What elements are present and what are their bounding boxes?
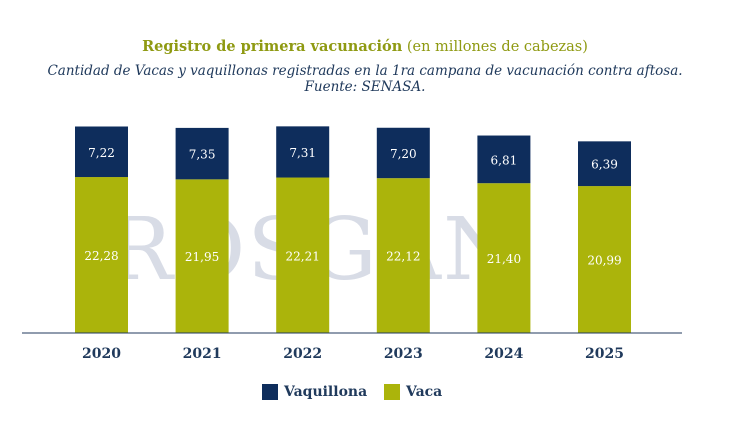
bar-vaquillona-2020 <box>75 126 128 178</box>
data-label-vaca-2024: 21,40 <box>487 252 521 266</box>
bar-vaca-2020 <box>75 177 128 333</box>
legend-label-vaca: Vaca <box>406 384 443 400</box>
data-label-vaca-2023: 22,12 <box>386 250 420 264</box>
chart-title-bold: Registro de primera vacunación <box>142 38 403 55</box>
data-label-vaquillona-2021: 7,35 <box>189 148 216 162</box>
bar-vaca-2021 <box>175 179 229 333</box>
data-label-vaquillona-2022: 7,31 <box>289 146 316 160</box>
bar-vaca-2024 <box>477 183 531 333</box>
data-label-vaca-2020: 22,28 <box>84 249 118 263</box>
chart-subtitle: Cantidad de Vacas y vaquillonas registra… <box>0 63 730 95</box>
stacked-bar-chart: 22,28 7,22 2020 21,95 7,35 2021 22,21 7,31 2022 2… <box>22 126 682 362</box>
legend-label-vaquillona: Vaquillona <box>284 384 368 400</box>
bar-vaquillona-2022 <box>276 126 330 178</box>
chart-title-unit: (en millones de cabezas) <box>406 39 588 55</box>
data-label-vaquillona-2023: 7,20 <box>390 147 417 161</box>
data-label-vaca-2022: 22,21 <box>286 249 320 263</box>
x-tick-label-2020: 2020 <box>82 346 121 362</box>
bar-vaca-2023 <box>376 178 430 333</box>
subtitle-line-2: Fuente: SENASA. <box>304 79 426 95</box>
bar-vaca-2022 <box>276 177 330 333</box>
bar-vaca-2025 <box>578 186 631 333</box>
legend-swatch-vaca <box>384 384 400 400</box>
x-tick-label-2024: 2024 <box>484 346 523 362</box>
chart-title: Registro de primera vacunación (en millo… <box>0 38 730 55</box>
bar-vaquillona-2025 <box>578 141 631 187</box>
data-label-vaca-2021: 21,95 <box>185 250 219 264</box>
legend-item-vaquillona: Vaquillona <box>262 384 367 400</box>
legend-swatch-vaquillona <box>262 384 278 400</box>
data-label-vaquillona-2025: 6,39 <box>591 158 618 172</box>
legend-item-vaca: Vaca <box>384 384 442 400</box>
data-label-vaca-2025: 20,99 <box>587 254 621 268</box>
x-tick-label-2023: 2023 <box>384 346 423 362</box>
bar-vaquillona-2024 <box>477 135 531 184</box>
x-tick-label-2021: 2021 <box>183 346 222 362</box>
x-tick-label-2025: 2025 <box>585 346 624 362</box>
data-label-vaquillona-2024: 6,81 <box>491 153 518 167</box>
bar-vaquillona-2023 <box>376 127 430 179</box>
legend: Vaquillona Vaca <box>0 384 730 404</box>
subtitle-line-1: Cantidad de Vacas y vaquillonas registra… <box>47 63 683 79</box>
data-label-vaquillona-2020: 7,22 <box>88 146 115 160</box>
bar-vaquillona-2021 <box>175 127 229 180</box>
x-tick-label-2022: 2022 <box>283 346 322 362</box>
